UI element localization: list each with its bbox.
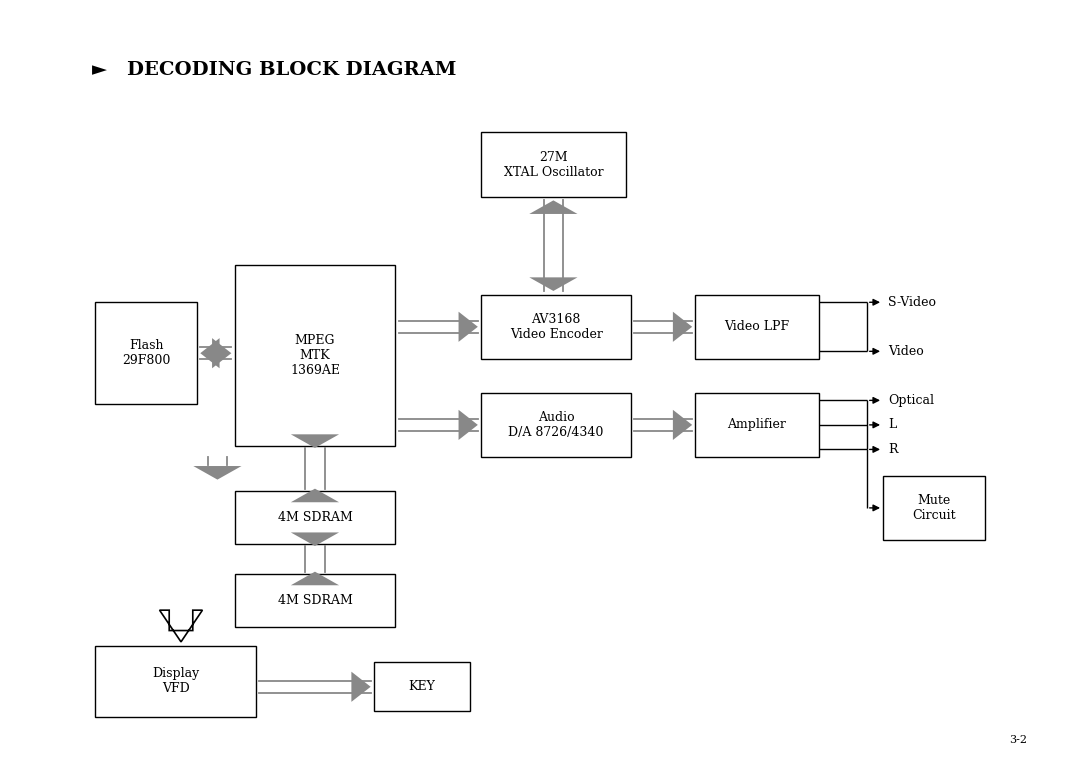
Polygon shape	[212, 338, 231, 369]
Bar	[883, 476, 985, 540]
Text: 27M
XTAL Oscillator: 27M XTAL Oscillator	[503, 150, 604, 179]
Text: Optical: Optical	[888, 394, 934, 407]
Polygon shape	[459, 410, 477, 440]
Text: ►: ►	[92, 61, 107, 79]
Text: Video: Video	[888, 345, 924, 358]
Polygon shape	[529, 201, 578, 214]
Bar	[481, 393, 631, 457]
Polygon shape	[200, 338, 219, 369]
Text: S-Video: S-Video	[888, 296, 936, 309]
Polygon shape	[351, 671, 370, 702]
Bar	[374, 662, 471, 711]
Bar	[481, 295, 631, 359]
Text: MPEG
MTK
1369AE: MPEG MTK 1369AE	[289, 333, 340, 377]
Polygon shape	[673, 410, 692, 440]
Text: Mute
Circuit: Mute Circuit	[912, 494, 956, 522]
Polygon shape	[291, 488, 339, 502]
Text: AV3168
Video Encoder: AV3168 Video Encoder	[510, 313, 603, 341]
Text: Display
VFD: Display VFD	[152, 668, 199, 696]
Bar	[696, 393, 819, 457]
Text: 3-2: 3-2	[1010, 736, 1027, 745]
Bar	[696, 295, 819, 359]
Polygon shape	[673, 312, 692, 342]
Text: L: L	[888, 418, 896, 431]
Bar	[234, 491, 395, 544]
Text: R: R	[888, 443, 897, 456]
Text: DECODING BLOCK DIAGRAM: DECODING BLOCK DIAGRAM	[127, 61, 457, 79]
Bar	[95, 302, 197, 404]
Polygon shape	[291, 434, 339, 448]
Text: Audio
D/A 8726/4340: Audio D/A 8726/4340	[509, 411, 604, 439]
Polygon shape	[529, 278, 578, 291]
Polygon shape	[291, 571, 339, 585]
Bar	[481, 133, 625, 197]
Text: KEY: KEY	[408, 681, 435, 694]
Text: Amplifier: Amplifier	[728, 418, 786, 431]
Polygon shape	[193, 466, 242, 480]
Polygon shape	[459, 312, 477, 342]
Text: Video LPF: Video LPF	[725, 320, 789, 333]
Bar	[95, 645, 256, 717]
Bar	[234, 265, 395, 446]
Bar	[234, 574, 395, 626]
Text: Flash
29F800: Flash 29F800	[122, 340, 171, 367]
Text: 4M SDRAM: 4M SDRAM	[278, 511, 352, 524]
Polygon shape	[291, 533, 339, 546]
Polygon shape	[160, 610, 202, 642]
Text: 4M SDRAM: 4M SDRAM	[278, 594, 352, 607]
